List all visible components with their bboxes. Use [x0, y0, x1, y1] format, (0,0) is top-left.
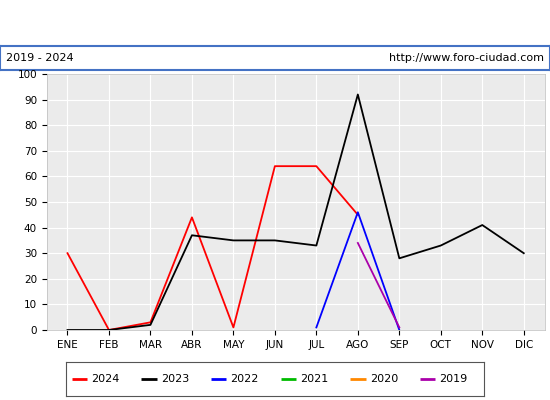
Text: Evolucion Nº Turistas Extranjeros en el municipio de Belver de los Montes: Evolucion Nº Turistas Extranjeros en el … [39, 16, 511, 30]
Text: http://www.foro-ciudad.com: http://www.foro-ciudad.com [389, 53, 544, 63]
Text: 2024: 2024 [91, 374, 119, 384]
Text: 2023: 2023 [161, 374, 189, 384]
Text: 2021: 2021 [300, 374, 328, 384]
Text: 2022: 2022 [230, 374, 259, 384]
Text: 2019 - 2024: 2019 - 2024 [6, 53, 73, 63]
Text: 2019: 2019 [439, 374, 468, 384]
Text: 2020: 2020 [370, 374, 398, 384]
